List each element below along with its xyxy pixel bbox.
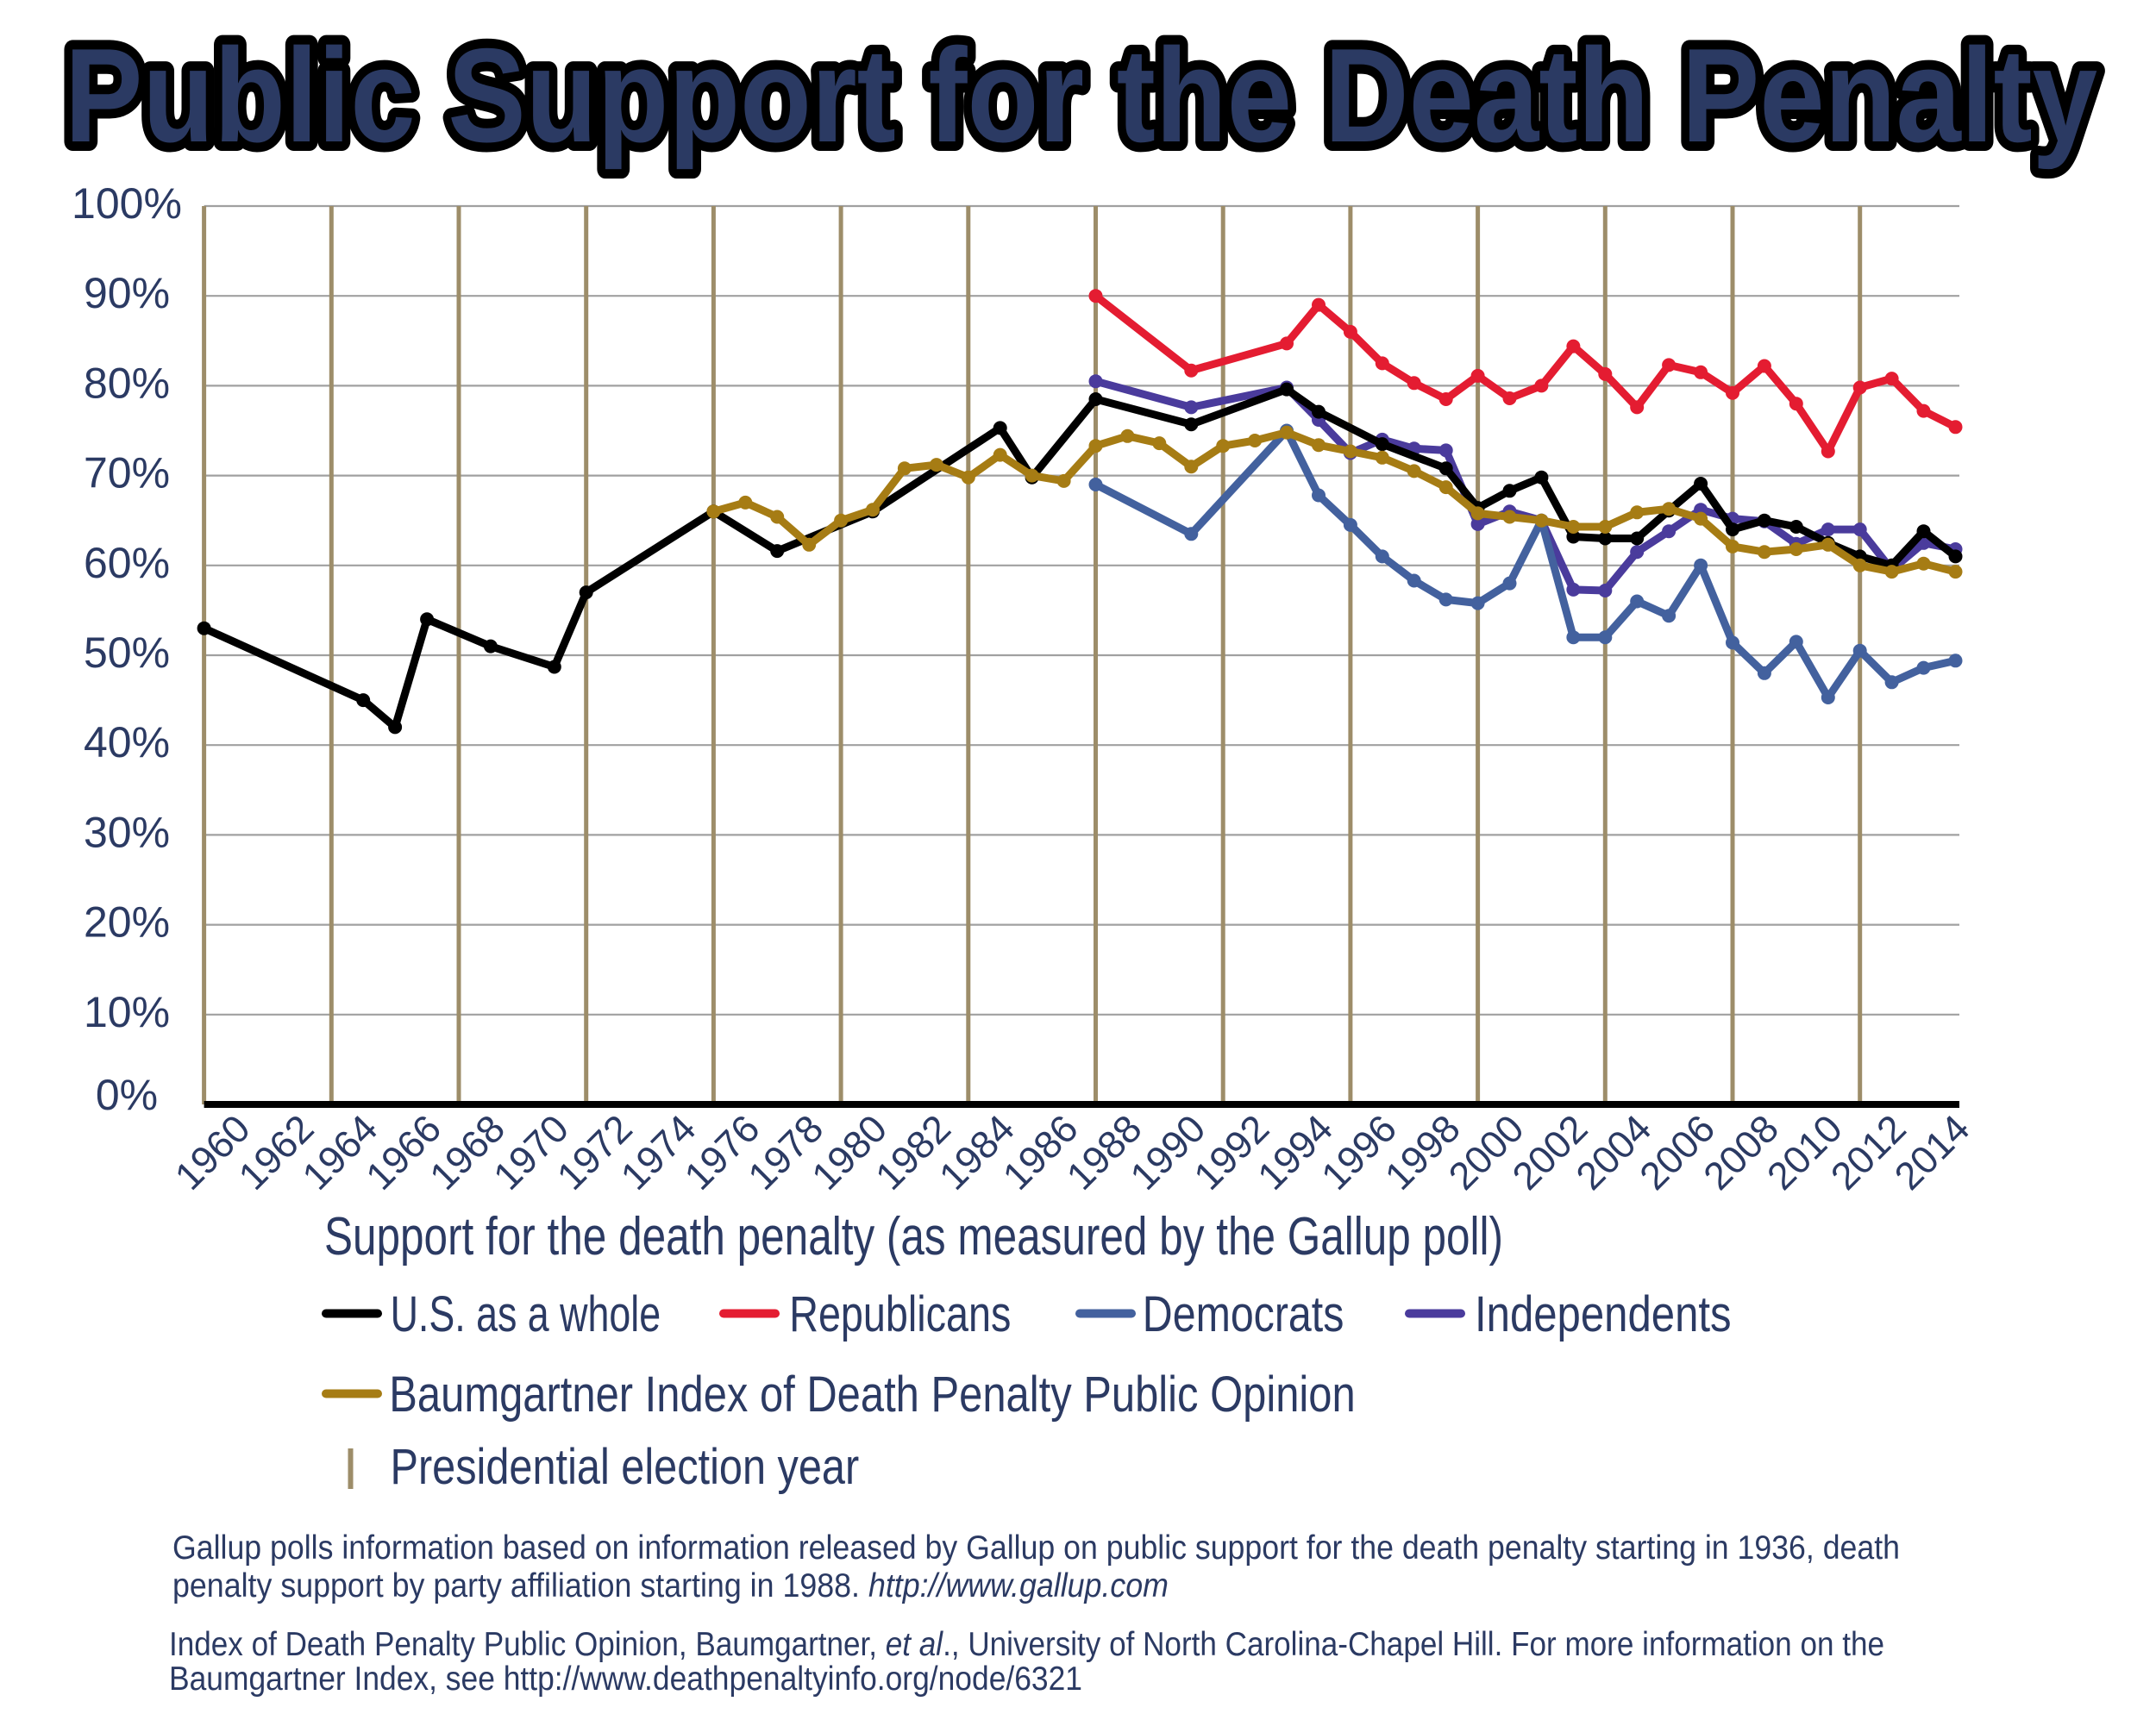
svg-text:Public Support for the Death P: Public Support for the Death Penalty	[65, 21, 2097, 170]
svg-text:Support for the death penalty: Support for the death penalty (as measur…	[324, 1207, 1503, 1267]
svg-text:30%: 30%	[84, 808, 170, 856]
svg-text:Index of Death Penalty Public: Index of Death Penalty Public Opinion, B…	[169, 1626, 1884, 1663]
svg-text:Gallup polls information based: Gallup polls information based on inform…	[172, 1529, 1900, 1567]
svg-text:Independents: Independents	[1475, 1286, 1732, 1342]
svg-text:60%: 60%	[84, 539, 170, 587]
svg-text:10%: 10%	[84, 988, 170, 1036]
svg-text:Baumgartner Index of Death Pen: Baumgartner Index of Death Penalty Publi…	[389, 1367, 1355, 1423]
svg-text:Baumgartner Index, see http://: Baumgartner Index, see http://www.deathp…	[169, 1661, 1082, 1698]
svg-text:penalty support by party affil: penalty support by party affiliation sta…	[172, 1567, 1169, 1604]
svg-text:Democrats: Democrats	[1143, 1286, 1344, 1342]
svg-text:0%: 0%	[96, 1071, 158, 1119]
svg-text:50%: 50%	[84, 629, 170, 677]
svg-text:Republicans: Republicans	[789, 1286, 1011, 1342]
svg-text:100%: 100%	[72, 179, 182, 228]
svg-text:40%: 40%	[84, 718, 170, 766]
svg-text:90%: 90%	[84, 269, 170, 317]
svg-text:20%: 20%	[84, 898, 170, 947]
svg-text:Presidential election year: Presidential election year	[391, 1439, 860, 1495]
svg-text:70%: 70%	[84, 449, 170, 497]
svg-text:80%: 80%	[84, 359, 170, 407]
svg-text:U.S. as a whole: U.S. as a whole	[391, 1286, 661, 1342]
